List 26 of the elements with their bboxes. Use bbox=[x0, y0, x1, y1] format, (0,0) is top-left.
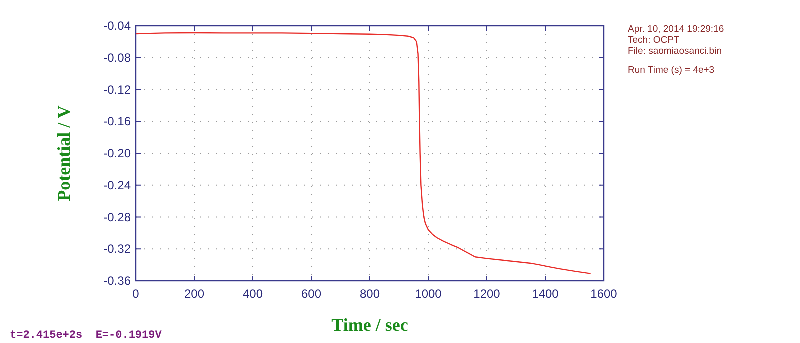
x-tick-label: 200 bbox=[184, 287, 205, 301]
x-tick-label: 1000 bbox=[415, 287, 442, 301]
text: File: saomiaosanci.bin bbox=[628, 46, 722, 57]
y-tick-label: -0.36 bbox=[104, 274, 132, 288]
y-tick-label: -0.08 bbox=[104, 50, 132, 65]
x-tick-label: 800 bbox=[360, 287, 380, 301]
y-tick-label: -0.12 bbox=[104, 82, 132, 97]
y-tick-label: -0.20 bbox=[104, 146, 132, 160]
line-series bbox=[135, 32, 592, 274]
y-tick-label: -0.32 bbox=[104, 242, 132, 256]
y-tick-label: -0.24 bbox=[104, 178, 132, 192]
x-axis-title: Time / sec bbox=[332, 315, 408, 335]
y-tick-label: -0.28 bbox=[104, 210, 132, 224]
x-tick-label: 0 bbox=[132, 287, 140, 301]
x-tick-label: 600 bbox=[301, 287, 322, 301]
y-tick-label: -0.16 bbox=[104, 114, 132, 129]
x-tick-label: 1600 bbox=[590, 287, 618, 301]
x-tick-label: 1200 bbox=[474, 287, 501, 301]
text: Run Time (s) = 4e+3 bbox=[628, 65, 715, 76]
y-tick-label: -0.04 bbox=[104, 19, 132, 33]
x-tick-label: 1400 bbox=[532, 287, 560, 301]
x-tick-label: 400 bbox=[242, 287, 264, 301]
text: Tech: OCPT bbox=[628, 35, 680, 46]
text: t=2.415e+2s E=-0.1919V bbox=[10, 330, 162, 342]
text: Apr. 10, 2014 19:29:16 bbox=[628, 24, 724, 35]
y-axis-title: Potential / V bbox=[54, 106, 74, 202]
